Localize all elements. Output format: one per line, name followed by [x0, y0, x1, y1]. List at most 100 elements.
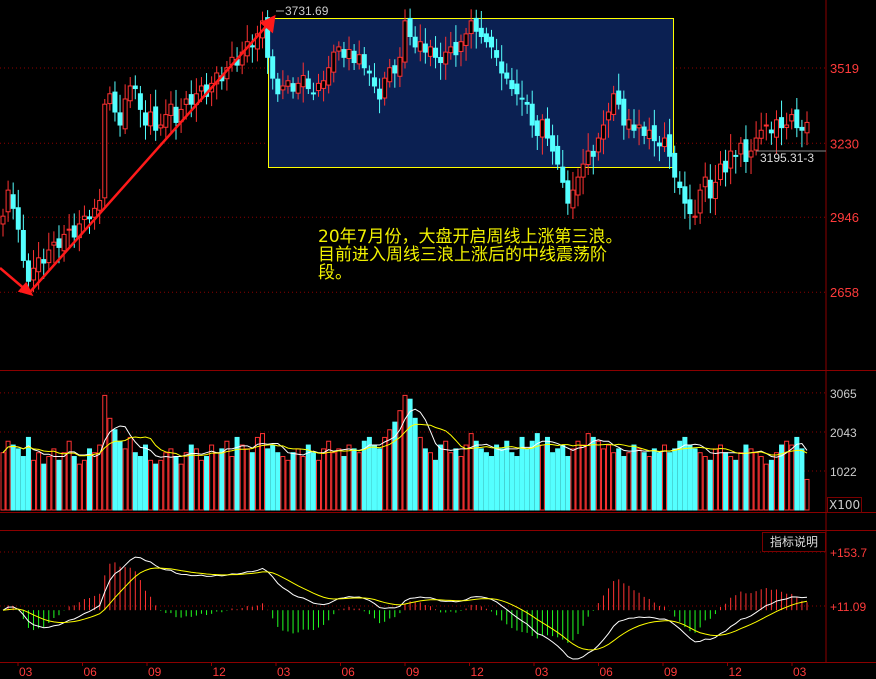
candle	[514, 69, 520, 106]
volume-bar	[463, 444, 469, 511]
candle-body	[529, 103, 535, 126]
candle-body	[611, 93, 617, 115]
candle-body	[427, 46, 433, 57]
candle	[254, 25, 260, 62]
candle	[407, 8, 413, 46]
volume-bar	[728, 456, 734, 511]
volume-bar	[575, 440, 581, 511]
candle	[524, 94, 530, 114]
volume-bar	[422, 448, 428, 511]
candle-body	[46, 249, 52, 264]
candle-body	[514, 83, 520, 95]
candle	[132, 75, 138, 100]
volume-bar	[443, 440, 449, 511]
candle	[621, 90, 627, 140]
arrow-head-up	[259, 14, 276, 34]
volume-bar	[36, 452, 42, 511]
volume-bar	[361, 440, 367, 511]
volume-bar	[585, 433, 591, 511]
candle	[142, 100, 148, 140]
volume-bar	[519, 436, 525, 511]
volume-bar	[616, 448, 622, 511]
volume-bar	[204, 456, 210, 511]
volume-bar	[112, 429, 118, 511]
candle-body	[92, 207, 98, 218]
candle	[427, 39, 433, 67]
candle	[336, 41, 342, 61]
volume-bar	[46, 456, 52, 511]
candle-body	[651, 125, 657, 142]
candle	[224, 61, 230, 91]
candle	[646, 117, 652, 150]
candle	[209, 76, 215, 107]
candle-body	[600, 124, 606, 140]
candle-body	[417, 41, 423, 52]
candle	[677, 171, 683, 195]
candle-body	[300, 75, 306, 88]
volume-bar	[580, 444, 586, 511]
candle-body	[97, 200, 103, 211]
x-tick-label: 12	[213, 665, 227, 679]
candle-body	[768, 129, 774, 134]
candle	[544, 107, 550, 146]
candle	[570, 171, 576, 220]
volume-tick-label: 1022	[830, 465, 857, 479]
candle-body	[392, 65, 398, 74]
macd-tick-label: +11.09	[830, 600, 866, 614]
volume-bar	[651, 448, 657, 511]
candle-body	[87, 216, 93, 220]
candle-body	[509, 80, 515, 90]
candle-body	[723, 160, 729, 173]
volume-bar	[758, 456, 764, 511]
candle-body	[544, 118, 550, 139]
volume-bar	[611, 452, 617, 511]
volume-ma-slow-line	[2, 423, 808, 457]
candle-body	[122, 98, 128, 130]
candle-body	[315, 82, 321, 92]
candle-body	[56, 238, 62, 248]
candle-body	[163, 114, 169, 128]
candle	[494, 38, 500, 66]
candle-body	[712, 181, 718, 200]
volume-bar	[499, 448, 505, 511]
x-tick-label: 06	[342, 665, 356, 679]
candle	[478, 11, 484, 44]
volume-bar	[214, 452, 220, 511]
volume-bar	[804, 478, 810, 511]
volume-bar	[773, 452, 779, 511]
candle	[580, 148, 586, 195]
candle-body	[142, 112, 148, 126]
candle-body	[275, 78, 281, 95]
candle	[550, 124, 556, 165]
candle	[606, 102, 612, 138]
candle	[61, 224, 67, 262]
volume-bar	[188, 444, 194, 511]
candle	[753, 121, 759, 156]
candle	[417, 24, 423, 62]
indicator-explanation-button[interactable]: 指标说明	[762, 532, 826, 552]
volume-bar	[539, 444, 545, 511]
volume-bar	[117, 440, 123, 511]
candle-body	[356, 54, 362, 65]
candle	[310, 82, 316, 101]
volume-bar	[87, 448, 93, 511]
candle	[66, 214, 72, 247]
candle	[529, 90, 535, 138]
candle-body	[758, 129, 764, 139]
volume-bar	[692, 448, 698, 511]
candle	[672, 145, 678, 193]
volume-bar	[371, 444, 377, 511]
candle-body	[71, 225, 77, 238]
candle-body	[580, 163, 586, 178]
candle	[687, 184, 693, 230]
volume-bar	[483, 452, 489, 511]
candle	[458, 34, 464, 67]
candle-body	[717, 163, 723, 180]
volume-bar	[97, 444, 103, 511]
volume-bar	[550, 452, 556, 511]
volume-bar	[61, 452, 67, 511]
candle	[585, 133, 591, 175]
volume-bar	[56, 459, 62, 511]
candle-body	[331, 51, 337, 73]
